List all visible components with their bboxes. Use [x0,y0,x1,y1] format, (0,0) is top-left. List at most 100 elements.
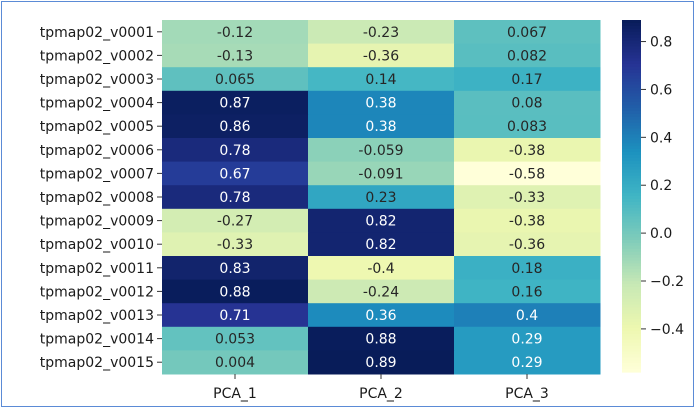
heatmap-cell [454,114,601,139]
heatmap-cells: -0.12 -0.23 0.067 -0.13 -0.36 0.082 0.065 0.14 0… [162,20,601,375]
colorbar-segment [622,154,641,159]
row-label: tpmap02_v0009 [40,214,154,230]
heatmap-cell [162,256,309,281]
heatmap-cell [308,20,455,45]
cell-value-label: 0.29 [511,355,542,371]
heatmap-cell [162,161,309,186]
cell-value-label: -0.13 [217,48,253,64]
colorbar-segment [622,122,641,127]
cell-value-label: 0.004 [215,355,255,371]
heatmap-cell [308,67,455,92]
colorbar-segment [622,40,641,45]
cell-value-label: 0.88 [365,332,396,348]
cell-value-label: 0.38 [365,119,396,135]
colorbar-segment [622,333,641,338]
heatmap-cell [308,161,455,186]
colorbar-segment [622,222,641,226]
column-label: PCA_2 [359,386,403,402]
colorbar-segment [622,345,641,350]
colorbar-segment [622,322,641,326]
colorbar-segment [622,313,641,317]
colorbar-segment [622,245,641,250]
colorbar-segment [622,99,641,103]
colorbar-segment [622,207,641,212]
colorbar-segment [622,193,641,197]
cell-value-label: 0.053 [215,332,255,348]
colorbar-tick-label: 0.2 [650,178,672,194]
colorbar-segment [622,20,641,24]
heatmap-cell [162,20,309,45]
colorbar: 0.8 0.6 0.4 0.2 0.0 −0.2 −0.4 [622,20,684,373]
cell-value-label: 0.83 [219,261,250,277]
colorbar-segment [622,316,641,320]
colorbar-segment [622,240,641,244]
heatmap-cell [308,185,455,210]
row-label: tpmap02_v0007 [40,166,154,182]
column-label: PCA_1 [213,386,257,402]
colorbar-segment [622,213,641,218]
heatmap-cell [308,303,455,328]
colorbar-segment [622,284,641,288]
colorbar-segment [622,298,641,303]
cell-value-label: 0.14 [365,72,396,88]
colorbar-segment [622,152,641,156]
colorbar-segment [622,342,641,347]
colorbar-segment [622,137,641,141]
heatmap-cell [162,279,309,304]
cell-value-label: -0.23 [363,25,399,41]
heatmap-cell [454,20,601,45]
colorbar-segment [622,105,641,109]
cell-value-label: -0.36 [363,48,399,64]
colorbar-segment [622,37,641,42]
colorbar-segment [622,348,641,353]
heatmap-cell [454,279,601,304]
cell-value-label: 0.08 [511,96,542,112]
colorbar-segment [622,128,641,133]
heatmap-cell [308,208,455,233]
cell-value-label: 0.17 [511,72,542,88]
heatmap-cell [308,90,455,115]
heatmap-cell [454,303,601,328]
row-label: tpmap02_v0013 [40,308,154,324]
cell-value-label: 0.4 [516,308,538,324]
colorbar-segment [622,81,641,86]
colorbar-segment [622,354,641,358]
column-label: PCA_3 [505,386,549,402]
cell-value-label: -0.091 [358,166,403,182]
row-label: tpmap02_v0011 [40,261,154,277]
colorbar-segment [622,281,641,285]
colorbar-segment [622,181,641,185]
colorbar-segment [622,84,641,89]
row-label: tpmap02_v0004 [40,96,154,112]
colorbar-tick-label: 0.4 [650,130,672,146]
colorbar-segment [622,351,641,355]
heatmap-cell [308,256,455,281]
colorbar-segment [622,310,641,314]
colorbar-segment [622,169,641,174]
heatmap-cell [454,138,601,163]
colorbar-segment [622,301,641,306]
colorbar-segment [622,225,641,229]
heatmap-cell [162,67,309,92]
colorbar-segment [622,292,641,297]
heatmap-cell [162,208,309,233]
heatmap-cell [162,138,309,163]
colorbar-segment [622,119,641,124]
cell-value-label: 0.78 [219,143,250,159]
cell-value-label: 0.78 [219,190,250,206]
cell-value-label: -0.27 [217,214,253,230]
cell-value-label: 0.87 [219,96,250,112]
colorbar-segment [622,257,641,262]
colorbar-segment [622,31,641,36]
colorbar-segment [622,163,641,168]
row-label: tpmap02_v0006 [40,143,154,159]
heatmap-cell [162,114,309,139]
heatmap-cell [454,90,601,115]
colorbar-segment [622,260,641,265]
row-label: tpmap02_v0003 [40,72,154,88]
colorbar-segment [622,43,641,47]
colorbar-segment [622,272,641,276]
colorbar-segment [622,369,641,373]
heatmap-cell [454,232,601,257]
colorbar-segment [622,78,641,83]
